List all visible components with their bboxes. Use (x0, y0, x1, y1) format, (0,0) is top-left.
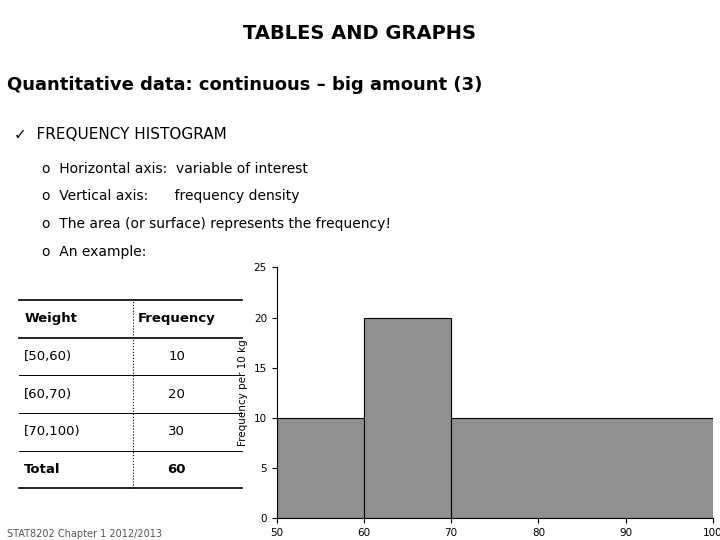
Text: [70,100): [70,100) (24, 426, 81, 438)
Text: o  Horizontal axis:  variable of interest: o Horizontal axis: variable of interest (42, 162, 308, 176)
Bar (276, 418, 364, 518)
Text: Frequency: Frequency (138, 312, 216, 325)
Y-axis label: Frequency per 10 kg: Frequency per 10 kg (238, 340, 248, 446)
Text: [50,60): [50,60) (24, 350, 72, 363)
Text: o  The area (or surface) represents the frequency!: o The area (or surface) represents the f… (42, 217, 392, 231)
Text: ✓  FREQUENCY HISTOGRAM: ✓ FREQUENCY HISTOGRAM (14, 127, 227, 141)
Text: o  Vertical axis:      frequency density: o Vertical axis: frequency density (42, 190, 300, 204)
Text: 10: 10 (168, 350, 185, 363)
Text: 20: 20 (168, 388, 185, 401)
Text: Quantitative data: continuous – big amount (3): Quantitative data: continuous – big amou… (7, 77, 482, 94)
Bar (451, 418, 713, 518)
Text: 30: 30 (168, 426, 185, 438)
Text: Total: Total (24, 463, 60, 476)
Text: Weight: Weight (24, 312, 77, 325)
Text: o  An example:: o An example: (42, 245, 147, 259)
Text: [60,70): [60,70) (24, 388, 72, 401)
Bar (364, 318, 451, 518)
Text: 60: 60 (168, 463, 186, 476)
Text: STAT8202 Chapter 1 2012/2013: STAT8202 Chapter 1 2012/2013 (7, 529, 162, 539)
Text: TABLES AND GRAPHS: TABLES AND GRAPHS (243, 24, 477, 43)
